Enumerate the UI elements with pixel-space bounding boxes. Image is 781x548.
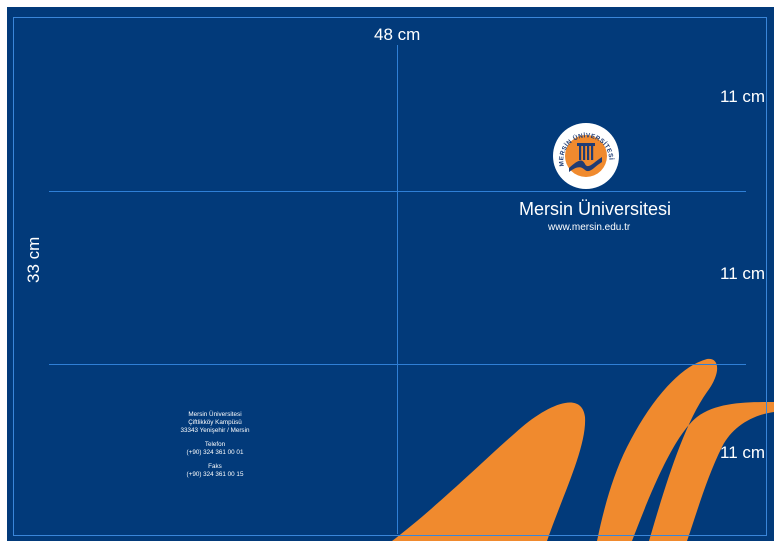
address-line-2: Çiftlikköy Kampüsü [188, 419, 242, 426]
brand-url: www.mersin.edu.tr [548, 222, 631, 233]
panel-middle-dimension-label: 11 cm [720, 264, 766, 283]
spine-guide [397, 45, 398, 534]
address-line-3: 33343 Yenişehir / Mersin [180, 427, 250, 434]
orange-wave-graphic [392, 358, 774, 541]
wave-shape [392, 358, 774, 541]
panel-top-dimension-label: 11 cm [720, 87, 766, 106]
university-logo-icon: MERSİN ÜNİVERSİTESİ1992 [552, 122, 619, 189]
width-dimension-label: 48 cm [374, 25, 421, 44]
height-dimension-label: 33 cm [24, 236, 43, 283]
fax-label: Faks [208, 463, 222, 470]
phone-label: Telefon [204, 441, 226, 448]
address-line-1: Mersin Üniversitesi [188, 411, 242, 418]
contact-address-block: Mersin Üniversitesi Çiftlikköy Kampüsü 3… [145, 411, 285, 479]
panel-bottom-dimension-label: 11 cm [720, 443, 766, 462]
phone-number: (+90) 324 361 00 01 [186, 449, 244, 456]
folder-sheet: 48 cm 33 cm 11 cm 11 cm 11 cm MERSİN ÜNİ… [7, 7, 774, 541]
brand-name: Mersin Üniversitesi [519, 199, 672, 219]
bleed-border [13, 17, 767, 536]
fax-number: (+90) 324 361 00 15 [186, 471, 244, 478]
